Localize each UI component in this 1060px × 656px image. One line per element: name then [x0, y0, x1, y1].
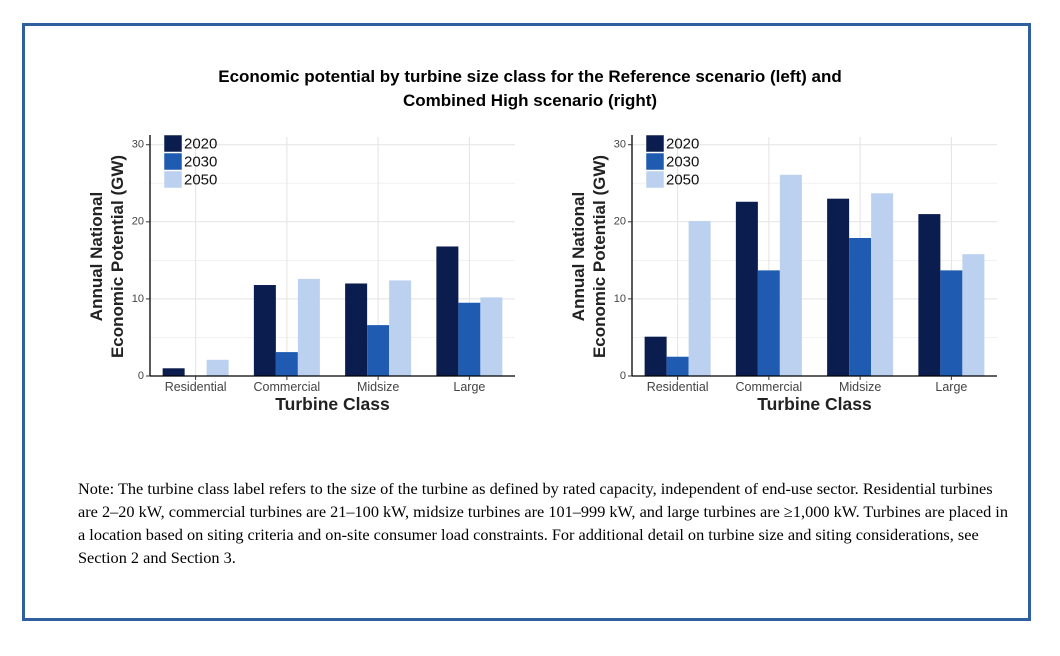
x-axis-title: Turbine Class — [275, 394, 390, 414]
bar-2050-residential — [688, 221, 711, 376]
y-tick-label: 10 — [132, 293, 144, 305]
x-axis-title: Turbine Class — [757, 394, 872, 414]
bar-2020-large — [436, 246, 459, 376]
y-axis-title-line-1: Annual National — [87, 192, 106, 321]
legend-swatch-2050 — [163, 170, 183, 189]
x-tick-label-midsize: Midsize — [357, 380, 399, 394]
legend-label-2050: 2050 — [666, 172, 699, 189]
x-tick-label-midsize: Midsize — [839, 380, 881, 394]
y-axis-title-line-1: Annual National — [569, 192, 588, 321]
legend-label-2020: 2020 — [184, 136, 217, 153]
legend-label-2050: 2050 — [184, 172, 217, 189]
bar-2030-residential — [666, 356, 689, 376]
bar-2050-residential — [206, 359, 229, 376]
y-axis-title-line-2: Economic Potential (GW) — [108, 155, 127, 358]
bar-2020-commercial — [253, 285, 276, 376]
y-tick-label: 20 — [614, 216, 626, 228]
y-tick-label: 20 — [132, 216, 144, 228]
figure-note: Note: The turbine class label refers to … — [78, 479, 1008, 567]
x-tick-label-residential: Residential — [647, 380, 709, 394]
figure-title-line-2: Combined High scenario (right) — [402, 91, 658, 110]
bar-2030-midsize — [367, 325, 390, 376]
bar-2020-large — [918, 214, 941, 376]
bar-2050-large — [480, 297, 503, 376]
y-tick-label: 0 — [620, 370, 626, 382]
y-tick-label: 10 — [614, 293, 626, 305]
bar-2030-midsize — [849, 237, 872, 376]
bar-2030-commercial — [275, 352, 298, 376]
legend-swatch-2020 — [163, 134, 183, 153]
bar-2050-midsize — [389, 280, 412, 376]
bar-2020-commercial — [735, 201, 758, 376]
bar-2050-commercial — [297, 278, 320, 376]
x-tick-label-residential: Residential — [165, 380, 227, 394]
figure-title-line-1: Economic potential by turbine size class… — [218, 67, 842, 86]
bar-2050-commercial — [779, 174, 802, 376]
bar-2020-residential — [162, 368, 185, 376]
bar-2020-midsize — [345, 283, 368, 376]
bar-2030-large — [940, 270, 963, 376]
bar-2020-residential — [644, 336, 667, 376]
y-tick-label: 30 — [614, 139, 626, 151]
bar-2050-large — [962, 254, 985, 376]
bar-2050-midsize — [871, 193, 894, 376]
legend-label-2030: 2030 — [666, 154, 699, 171]
y-axis-title-line-2: Economic Potential (GW) — [590, 155, 609, 358]
bar-2030-commercial — [757, 270, 780, 376]
y-tick-label: 0 — [138, 370, 144, 382]
x-tick-label-commercial: Commercial — [736, 380, 803, 394]
legend-label-2030: 2030 — [184, 154, 217, 171]
legend-swatch-2030 — [645, 152, 665, 171]
legend-label-2020: 2020 — [666, 136, 699, 153]
x-tick-label-large: Large — [453, 380, 485, 394]
x-tick-label-large: Large — [935, 380, 967, 394]
bar-2020-midsize — [827, 198, 850, 376]
legend-swatch-2030 — [163, 152, 183, 171]
x-tick-label-commercial: Commercial — [254, 380, 321, 394]
legend-swatch-2020 — [645, 134, 665, 153]
y-tick-label: 30 — [132, 139, 144, 151]
legend-swatch-2050 — [645, 170, 665, 189]
bar-2030-large — [458, 302, 481, 376]
